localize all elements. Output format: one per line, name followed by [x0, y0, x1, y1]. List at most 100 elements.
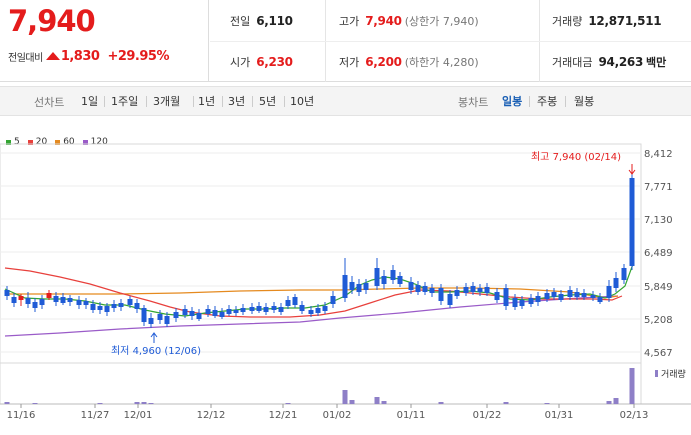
tab-5y[interactable]: 5년	[259, 95, 277, 108]
candle-body	[558, 294, 564, 300]
candle-body	[111, 304, 117, 308]
tab-1w[interactable]: 1주일	[111, 95, 139, 108]
candle-body	[182, 309, 188, 315]
candle-body	[148, 318, 154, 324]
x-tick: 12/01	[124, 410, 153, 421]
candle-body	[374, 268, 380, 286]
low-value: 6,200	[365, 54, 402, 69]
tab-divider	[146, 96, 147, 107]
ma-legend: 5 20 60 120	[6, 137, 116, 147]
tab-daily[interactable]: 일봉	[502, 95, 523, 108]
line-chart-label: 선차트	[34, 96, 65, 109]
open-cell: 시가 6,230	[230, 41, 293, 82]
min-price-label: 최저 4,960 (12/06)	[111, 345, 201, 357]
tab-3m[interactable]: 3개월	[153, 95, 181, 108]
volume-bar	[141, 402, 147, 404]
prev-close-label: 전일	[230, 14, 251, 28]
candle-body	[567, 290, 573, 297]
candle-body	[330, 296, 336, 304]
candle-body	[141, 308, 147, 322]
candle-body	[39, 299, 45, 305]
candle-body	[590, 295, 596, 298]
candle-body	[83, 301, 89, 305]
stock-chart[interactable]: 8,412 7,771 7,130 6,489 5,849 5,208 4,56…	[0, 118, 691, 435]
candle-body	[278, 307, 284, 312]
tab-1d[interactable]: 1일	[81, 95, 99, 108]
candle-body	[212, 310, 218, 316]
volume-bar	[606, 401, 612, 404]
max-price-label: 최고 7,940 (02/14)	[531, 151, 621, 163]
y-tick: 7,130	[644, 215, 673, 226]
tab-weekly[interactable]: 주봉	[537, 95, 558, 108]
candle-body	[219, 312, 225, 317]
candle-body	[503, 288, 509, 306]
tab-monthly[interactable]: 월봉	[574, 95, 595, 108]
tab-3y[interactable]: 3년	[228, 95, 246, 108]
volume-bar	[4, 402, 10, 404]
candle-body	[118, 303, 124, 307]
tab-divider	[193, 96, 194, 107]
tab-1y[interactable]: 1년	[198, 95, 216, 108]
candle-body	[363, 283, 369, 290]
candle-body	[90, 304, 96, 310]
candle-body	[390, 270, 396, 280]
candle-body	[189, 311, 195, 316]
volume-cell: 거래량 12,871,511	[552, 0, 662, 41]
volume-bar	[544, 403, 550, 404]
candle-body	[381, 276, 387, 284]
y-tick: 5,208	[644, 315, 673, 326]
candle-body	[196, 313, 202, 319]
low-cell: 저가 6,200 (하한가 4,280)	[339, 41, 479, 82]
candle-body	[97, 306, 103, 310]
volume-bar	[32, 403, 38, 404]
volume-bar	[342, 390, 348, 404]
candle-body	[621, 268, 627, 280]
amount-value: 94,263	[598, 54, 643, 69]
candle-body	[408, 282, 414, 290]
upper-limit-note: (상한가 7,940)	[404, 14, 479, 28]
volume-bar	[134, 402, 140, 404]
x-tick: 12/12	[197, 410, 226, 421]
tab-10y[interactable]: 10년	[290, 95, 315, 108]
candle-body	[447, 294, 453, 305]
candle-body	[581, 293, 587, 297]
x-tick: 02/13	[620, 410, 649, 421]
current-price-box: 7,940 전일대비 1,830 +29.95%	[0, 0, 209, 82]
current-price: 7,940	[8, 4, 96, 38]
candle-body	[477, 288, 483, 292]
candle-body	[127, 299, 133, 305]
candle-body	[53, 296, 59, 302]
volume-legend-label: 거래량	[661, 368, 686, 380]
y-axis-labels: 8,412 7,771 7,130 6,489 5,849 5,208 4,56…	[644, 149, 673, 359]
amount-unit: 백만	[646, 55, 667, 69]
candle-body	[299, 305, 305, 311]
volume-value: 12,871,511	[588, 13, 662, 28]
low-label: 저가	[339, 55, 360, 69]
candle-body	[519, 300, 525, 306]
candle-body	[60, 297, 66, 303]
candle-body	[263, 307, 269, 312]
volume-bar	[438, 402, 444, 404]
amount-label: 거래대금	[552, 55, 593, 69]
volume-bar	[629, 368, 635, 404]
volume-bar	[503, 402, 509, 404]
candle-body	[528, 298, 534, 304]
candle-body	[285, 300, 291, 306]
candle-body	[512, 298, 518, 307]
legend-ma60: 60	[55, 137, 75, 147]
x-tick: 01/22	[473, 410, 502, 421]
candle-body	[349, 282, 355, 290]
volume-bar	[285, 403, 291, 404]
candle-body	[494, 292, 500, 300]
candle-body	[422, 286, 428, 292]
candle-body	[32, 302, 38, 308]
ma60-line	[5, 287, 619, 299]
candle-body	[574, 292, 580, 297]
candle-body	[308, 310, 314, 314]
candlesticks	[4, 174, 635, 328]
divider	[210, 41, 691, 42]
volume-frame	[0, 362, 642, 405]
tab-divider	[529, 96, 530, 107]
volume-bar	[97, 403, 103, 404]
candle-body	[356, 284, 362, 292]
